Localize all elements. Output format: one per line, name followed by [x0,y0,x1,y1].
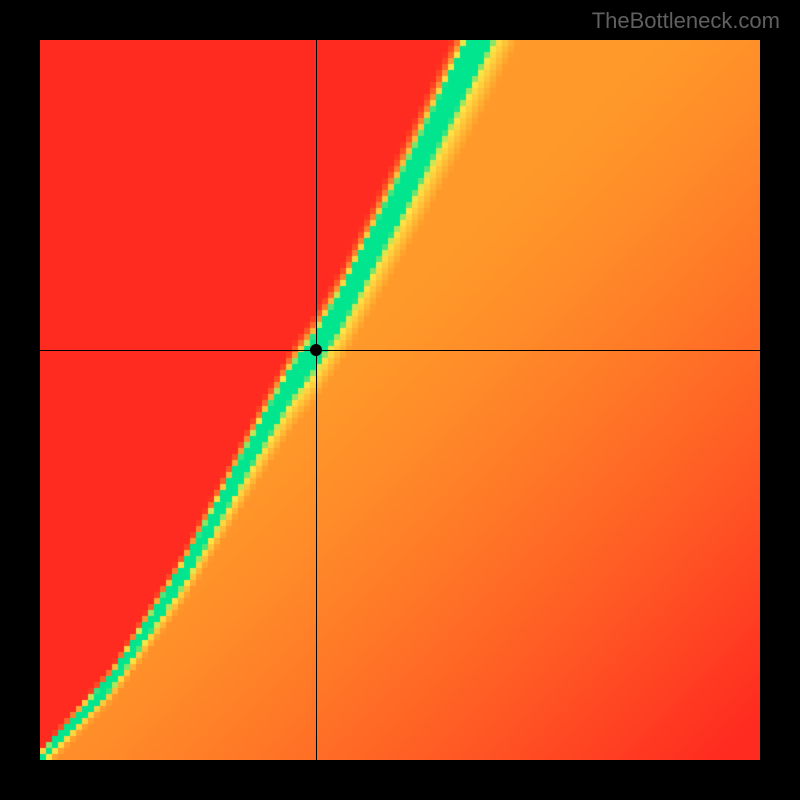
crosshair-horizontal [40,350,760,351]
heatmap-plot [40,40,760,760]
heatmap-canvas [40,40,760,760]
bottleneck-marker [310,344,322,356]
crosshair-vertical [316,40,317,760]
watermark-text: TheBottleneck.com [592,8,780,34]
